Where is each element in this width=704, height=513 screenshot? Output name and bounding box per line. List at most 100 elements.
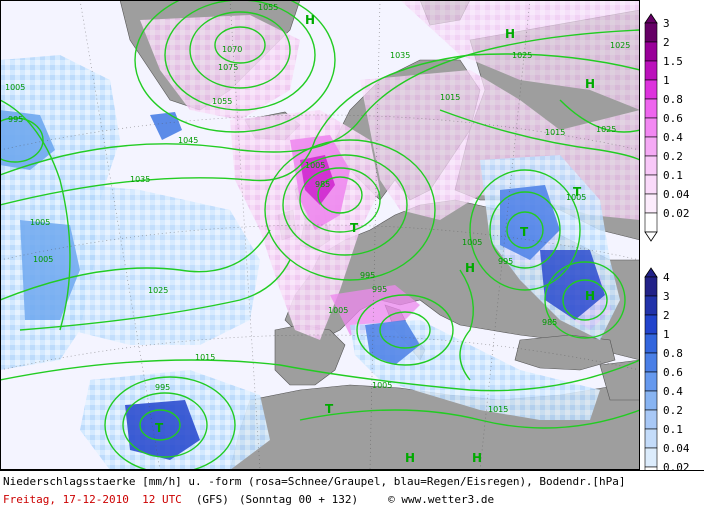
rain-legend-swatch	[644, 276, 658, 297]
rain-legend-top-arrow	[644, 267, 658, 278]
pressure-system-marker: H	[405, 451, 415, 465]
map-svg: 1055 1070 1075 1055 1045 1035 1025 1035 …	[0, 0, 641, 474]
rain-legend-label: 1	[663, 328, 670, 341]
rain-legend-swatch	[644, 295, 658, 316]
isobar-low-uk-4	[264, 139, 436, 281]
pressure-system-marker: H	[585, 77, 595, 91]
isobar-label: 1015	[545, 128, 565, 137]
isobar-label: 1025	[148, 286, 168, 295]
isobar-low-blacksea-3	[469, 169, 581, 291]
isobar-label: 995	[498, 257, 513, 266]
isobar-label: 1015	[195, 353, 215, 362]
snow-legend-swatch	[644, 41, 658, 62]
isobar-greenland-high-2	[189, 11, 291, 89]
rain-core-3	[125, 400, 200, 460]
map-frame	[0, 0, 640, 470]
snow-legend-label: 0.04	[663, 188, 690, 201]
rain-legend-label: 4	[663, 271, 670, 284]
snow-legend-swatch	[644, 212, 658, 233]
isobar-label: 1015	[488, 405, 508, 414]
isobar-label: 995	[372, 285, 387, 294]
isobar-greenland-high-4	[134, 0, 336, 133]
snow-core-2	[300, 155, 335, 205]
rain-core-4	[500, 185, 560, 260]
rain-legend-swatch	[644, 371, 658, 392]
snow-legend-swatch	[644, 117, 658, 138]
rain-core-5	[540, 250, 605, 320]
rain-legend: 4 3 2 1 0.8 0.6 0.4 0.2 0.1 0.04 0.02	[644, 267, 690, 496]
isobar-label: 1005	[566, 193, 586, 202]
rain-core-1	[0, 110, 55, 170]
pressure-system-marker: H	[465, 261, 475, 275]
rain-legend-swatch	[644, 333, 658, 354]
isobar-label: 1005	[462, 238, 482, 247]
rain-legend-swatch	[644, 314, 658, 335]
rain-legend-label: 0.2	[663, 404, 683, 417]
isobar-low-blacksea-2	[489, 191, 561, 269]
land-turkey	[514, 334, 616, 371]
snow-legend-swatch	[644, 79, 658, 100]
snow-legend-label: 1.5	[663, 55, 683, 68]
isobar-low-azores-2	[122, 392, 208, 458]
isobar-label: 1025	[610, 41, 630, 50]
rain-legend-swatch	[644, 447, 658, 468]
isobar-label: 1055	[258, 3, 278, 12]
isobar-label: 1055	[212, 97, 232, 106]
rain-legend-swatch	[644, 428, 658, 449]
snow-field-greenland	[140, 15, 300, 120]
pressure-system-marker: T	[520, 225, 529, 239]
snow-legend-top-arrow	[644, 13, 658, 24]
isobar-low-east-1	[562, 279, 608, 321]
isobar-label: 1070	[222, 45, 242, 54]
isobar-label: 1035	[390, 51, 410, 60]
snow-legend-label: 2	[663, 36, 670, 49]
isobar-label: 1025	[512, 51, 532, 60]
isobar-greenland-high-3	[164, 0, 316, 111]
snow-legend-swatch	[644, 174, 658, 195]
caption-date: Freitag, 17-12-2010 12 UTC	[3, 493, 182, 506]
legend-panel: 3 2 1.5 1 0.8 0.6 0.4 0.2 0.1 0.04 0.02 4 3 2 1 0.8 0.6…	[640, 0, 704, 496]
snow-legend-label: 0.8	[663, 93, 683, 106]
isobar-greenland-high-1	[214, 26, 266, 64]
isobar-label: 1035	[130, 175, 150, 184]
snow-legend-label: 0.6	[663, 112, 683, 125]
snow-legend-swatch	[644, 98, 658, 119]
weather-map: 1055 1070 1075 1055 1045 1035 1025 1035 …	[0, 0, 641, 474]
isobar-low-blacksea-1	[506, 211, 544, 249]
snow-legend-swatch	[644, 22, 658, 43]
rain-legend-label: 0.02	[663, 461, 690, 470]
isobar-label: 985	[542, 318, 557, 327]
rain-core-2	[20, 220, 80, 320]
rain-legend-swatch	[644, 352, 658, 373]
isobar-low-uk-1	[317, 176, 363, 214]
isobar-low-uk-3	[282, 154, 408, 256]
snow-legend-swatch	[644, 193, 658, 214]
isobar-label: 1005	[372, 381, 392, 390]
pressure-system-marker: T	[325, 402, 334, 416]
rain-legend-label: 0.8	[663, 347, 683, 360]
snow-legend-label: 3	[663, 17, 670, 30]
isobar-low-azores-1	[139, 409, 181, 441]
caption-model: (GFS)	[195, 493, 229, 506]
snow-legend-swatch	[644, 60, 658, 81]
pressure-system-marker: T	[573, 185, 582, 199]
snow-legend-label: 0.4	[663, 131, 683, 144]
rain-core-7	[150, 112, 182, 140]
isobar-label: 1005	[33, 255, 53, 264]
rain-legend-swatch	[644, 409, 658, 430]
pressure-system-marker: H	[305, 13, 315, 27]
snow-legend-label: 0.1	[663, 169, 683, 182]
snow-legend-swatch	[644, 136, 658, 157]
pressure-system-marker: H	[472, 451, 482, 465]
caption-run: (Sonntag 00 + 132)	[238, 493, 359, 506]
isobar-label: 1005	[328, 306, 348, 315]
isobar-label: 995	[360, 271, 375, 280]
rain-legend-label: 0.4	[663, 385, 683, 398]
snow-field-north	[400, 0, 640, 110]
isobar-label: 1005	[305, 161, 325, 170]
snow-legend: 3 2 1.5 1 0.8 0.6 0.4 0.2 0.1 0.04 0.02	[644, 13, 690, 242]
caption-description: Niederschlagsstaerke [mm/h] u. -form (ro…	[3, 475, 626, 488]
pressure-system-marker: T	[350, 221, 359, 235]
snow-legend-swatch	[644, 155, 658, 176]
pressure-system-marker: H	[505, 27, 515, 41]
